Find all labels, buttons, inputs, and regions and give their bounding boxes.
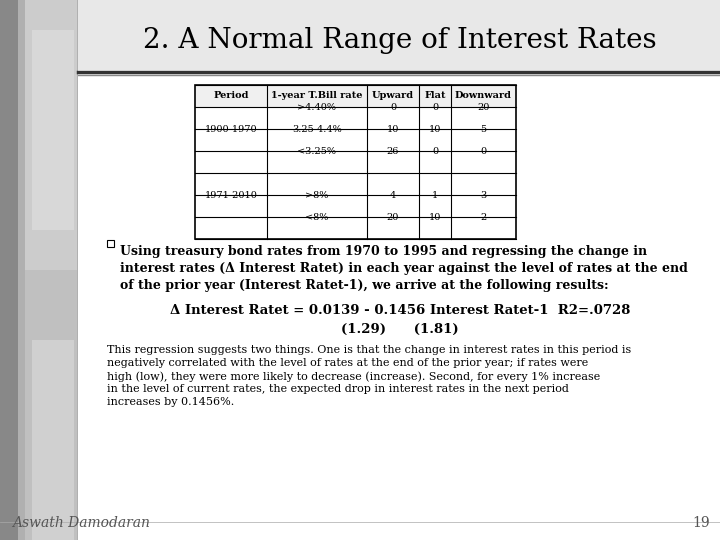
Text: 10: 10: [387, 125, 399, 133]
Text: high (low), they were more likely to decrease (increase). Second, for every 1% i: high (low), they were more likely to dec…: [107, 371, 600, 382]
Text: interest rates (Δ Interest Ratet) in each year against the level of rates at the: interest rates (Δ Interest Ratet) in eac…: [120, 262, 688, 275]
Text: Δ Interest Ratet = 0.0139 - 0.1456 Interest Ratet-1  R2=.0728: Δ Interest Ratet = 0.0139 - 0.1456 Inter…: [170, 304, 630, 317]
Bar: [195, 85, 516, 239]
Text: 20: 20: [477, 103, 490, 111]
Text: 19: 19: [693, 516, 710, 530]
Text: >8%: >8%: [305, 191, 329, 199]
Text: negatively correlated with the level of rates at the end of the prior year; if r: negatively correlated with the level of …: [107, 358, 588, 368]
Text: >4.40%: >4.40%: [297, 103, 336, 111]
Text: 3.25-4.4%: 3.25-4.4%: [292, 125, 342, 133]
Text: <8%: <8%: [305, 213, 329, 221]
Text: 1-year T.Bill rate: 1-year T.Bill rate: [271, 91, 363, 100]
Text: 4: 4: [390, 191, 396, 199]
Bar: [32, 340, 74, 540]
Text: 26: 26: [387, 146, 399, 156]
Text: 1971-2010: 1971-2010: [204, 191, 258, 199]
Text: Aswath Damodaran: Aswath Damodaran: [12, 516, 150, 530]
Text: 0: 0: [390, 103, 396, 111]
Text: 1: 1: [432, 191, 438, 199]
Text: This regression suggests two things. One is that the change in interest rates in: This regression suggests two things. One…: [107, 345, 631, 355]
Text: 10: 10: [429, 213, 441, 221]
Bar: [78, 0, 720, 70]
Text: in the level of current rates, the expected drop in interest rates in the next p: in the level of current rates, the expec…: [107, 384, 569, 394]
Text: Using treasury bond rates from 1970 to 1995 and regressing the change in: Using treasury bond rates from 1970 to 1…: [120, 245, 647, 258]
Text: 2. A Normal Range of Interest Rates: 2. A Normal Range of Interest Rates: [143, 26, 657, 53]
Text: 2: 2: [480, 213, 487, 221]
Text: 0: 0: [432, 103, 438, 111]
Text: Flat: Flat: [424, 91, 446, 100]
Bar: [195, 85, 516, 107]
Bar: [25, 0, 77, 270]
Text: 0: 0: [432, 146, 438, 156]
Text: 0: 0: [480, 146, 487, 156]
Text: <3.25%: <3.25%: [297, 146, 336, 156]
Text: 1900-1970: 1900-1970: [204, 125, 257, 133]
Text: increases by 0.1456%.: increases by 0.1456%.: [107, 397, 234, 407]
Bar: [25, 270, 77, 540]
Text: 5: 5: [480, 125, 487, 133]
Text: 10: 10: [429, 125, 441, 133]
Bar: [195, 85, 516, 239]
Text: Period: Period: [213, 91, 248, 100]
Bar: [32, 30, 74, 230]
Text: Upward: Upward: [372, 91, 414, 100]
Text: (1.29)      (1.81): (1.29) (1.81): [341, 323, 459, 336]
Text: of the prior year (Interest Ratet-1), we arrive at the following results:: of the prior year (Interest Ratet-1), we…: [120, 279, 608, 292]
Bar: [18, 0, 78, 540]
Text: Downward: Downward: [455, 91, 512, 100]
Bar: [107, 240, 114, 247]
Bar: [0, 0, 18, 540]
Text: 20: 20: [387, 213, 399, 221]
Text: 3: 3: [480, 191, 487, 199]
